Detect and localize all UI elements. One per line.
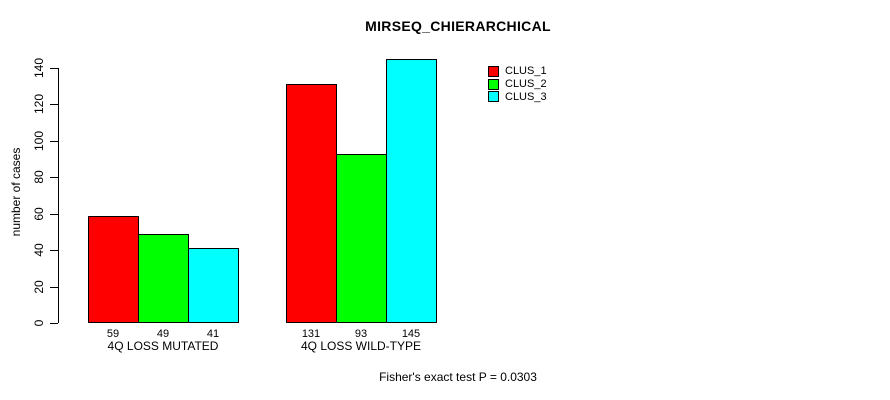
y-tick-label: 100 [32, 130, 46, 152]
bar-value-label: 59 [106, 328, 120, 340]
bar-value-label: 131 [301, 328, 321, 340]
legend-label: CLUS_1 [505, 65, 547, 78]
x-category-label: 4Q LOSS WILD-TYPE [300, 339, 422, 353]
annotation-text: Fisher's exact test P = 0.0303 [379, 370, 537, 384]
legend-label: CLUS_2 [505, 78, 547, 91]
bar-clus_3-group1 [188, 248, 239, 323]
legend-swatch-clus_2 [488, 78, 499, 90]
y-tick-mark [50, 214, 58, 215]
bar-clus_2-group1 [138, 234, 189, 323]
y-tick-mark [50, 104, 58, 105]
legend-label: CLUS_3 [505, 90, 547, 103]
chart-title: MIRSEQ_CHIERARCHICAL [365, 18, 551, 34]
y-tick-label: 20 [32, 280, 46, 294]
y-tick-mark [50, 287, 58, 288]
bar-clus_1-group1 [88, 216, 139, 323]
y-axis-line [58, 68, 59, 323]
y-tick-mark [50, 141, 58, 142]
y-tick-label: 140 [32, 57, 46, 79]
y-tick-label: 120 [32, 93, 46, 115]
y-tick-label: 0 [32, 319, 46, 327]
bar-value-label: 93 [354, 328, 368, 340]
x-category-label: 4Q LOSS MUTATED [107, 339, 219, 353]
bar-value-label: 49 [156, 328, 170, 340]
legend: CLUS_1 CLUS_2 CLUS_3 [488, 65, 547, 103]
y-tick-label: 80 [32, 170, 46, 184]
bar-value-label: 145 [401, 328, 421, 340]
legend-item-clus_2: CLUS_2 [488, 78, 547, 91]
legend-swatch-clus_3 [488, 91, 499, 103]
y-axis-label: number of cases [9, 147, 23, 237]
bar-clus_3-group2 [386, 59, 437, 323]
y-tick-mark [50, 68, 58, 69]
bar-clus_2-group2 [336, 154, 387, 323]
y-tick-mark [50, 177, 58, 178]
legend-swatch-clus_1 [488, 65, 499, 77]
legend-item-clus_1: CLUS_1 [488, 65, 547, 78]
y-tick-mark [50, 323, 58, 324]
bar-clus_1-group2 [286, 84, 337, 323]
bar-value-label: 41 [206, 328, 220, 340]
legend-item-clus_3: CLUS_3 [488, 91, 547, 104]
y-tick-label: 40 [32, 243, 46, 257]
y-tick-mark [50, 250, 58, 251]
y-tick-label: 60 [32, 207, 46, 221]
